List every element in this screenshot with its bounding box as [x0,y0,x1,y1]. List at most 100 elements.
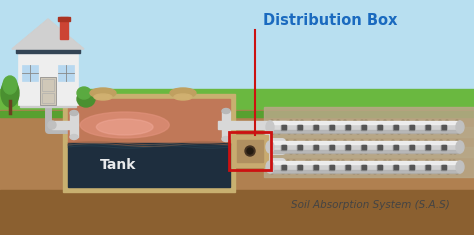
Circle shape [361,140,363,142]
Circle shape [430,126,432,128]
Bar [346,145,350,149]
Circle shape [383,140,385,142]
Circle shape [410,160,412,162]
Bar [329,145,335,149]
Circle shape [245,146,255,156]
Circle shape [304,120,306,122]
Bar [441,125,447,129]
Bar [441,164,447,169]
Circle shape [381,160,383,162]
Bar [378,125,382,129]
Ellipse shape [456,141,464,153]
Circle shape [312,140,314,142]
Circle shape [456,146,458,148]
Bar [282,125,286,129]
Circle shape [450,146,452,148]
Circle shape [423,172,425,174]
Circle shape [402,126,404,128]
Circle shape [306,140,308,142]
Circle shape [424,146,426,148]
Circle shape [434,172,436,174]
Bar [264,107,474,137]
Bar [270,161,460,173]
Bar [362,164,366,169]
Circle shape [378,152,380,154]
Circle shape [450,166,452,168]
Circle shape [279,172,281,174]
Bar [270,121,460,133]
Circle shape [430,140,432,142]
Circle shape [305,132,307,134]
Circle shape [393,120,395,122]
Bar [270,141,460,153]
Bar [16,49,80,53]
Bar [232,135,268,167]
Bar [298,125,302,129]
Circle shape [354,166,356,168]
Circle shape [354,120,356,122]
Bar [346,145,350,149]
Circle shape [367,160,369,162]
Bar [362,125,366,129]
Ellipse shape [94,94,112,100]
Ellipse shape [48,121,56,129]
Circle shape [456,160,458,162]
Circle shape [270,146,272,148]
Circle shape [405,126,407,128]
Ellipse shape [456,161,464,173]
Bar [229,132,271,170]
Circle shape [408,152,410,154]
Bar [426,145,430,149]
Circle shape [429,146,431,148]
Circle shape [384,146,386,148]
Circle shape [358,146,360,148]
Polygon shape [12,19,84,49]
Circle shape [368,120,370,122]
Circle shape [329,132,331,134]
Circle shape [369,152,371,154]
Circle shape [286,140,288,142]
Ellipse shape [266,141,274,153]
Circle shape [361,120,363,122]
Circle shape [294,140,296,142]
Circle shape [343,140,345,142]
Circle shape [453,132,455,134]
Bar [442,125,446,129]
Circle shape [449,126,451,128]
Circle shape [296,166,298,168]
Bar [42,93,54,103]
Circle shape [365,140,367,142]
Bar [410,125,414,129]
Circle shape [343,166,345,168]
Bar [426,164,430,169]
Bar [330,125,334,129]
Circle shape [455,140,457,142]
Circle shape [367,132,369,134]
Ellipse shape [70,110,78,115]
Polygon shape [12,19,84,49]
Bar [362,125,366,129]
Bar [0,190,474,235]
Circle shape [406,132,408,134]
Circle shape [413,132,415,134]
Ellipse shape [266,121,274,133]
Circle shape [422,120,424,122]
Bar [330,145,334,149]
Bar [0,89,474,117]
Bar [264,147,474,177]
Ellipse shape [90,88,116,98]
Circle shape [346,152,348,154]
Bar [282,165,286,169]
Bar [270,161,460,164]
Circle shape [337,132,339,134]
Bar [410,145,414,149]
Circle shape [431,120,433,122]
Bar [394,145,398,149]
Circle shape [338,146,340,148]
Circle shape [430,132,432,134]
Circle shape [440,160,442,162]
Bar [42,79,54,91]
Circle shape [414,152,416,154]
Circle shape [399,132,401,134]
Circle shape [317,132,319,134]
